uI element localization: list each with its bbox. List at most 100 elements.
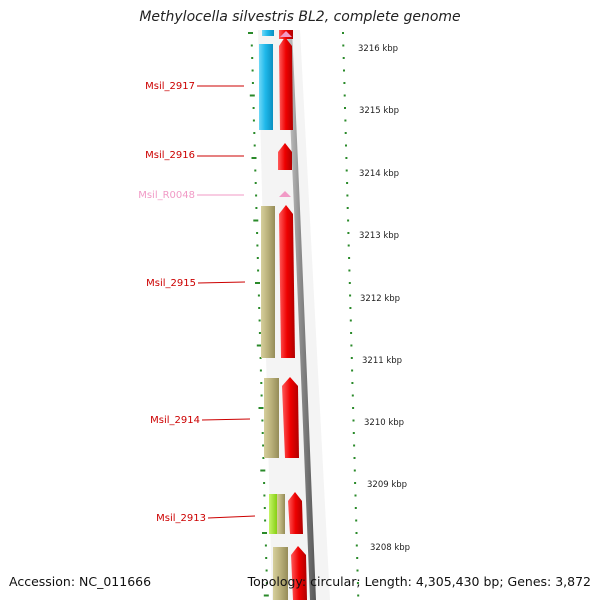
genome-title: Methylocella silvestris BL2, complete ge… [139, 9, 461, 25]
rna-arrow-top [280, 31, 292, 37]
left-tick [260, 382, 263, 384]
right-tick [355, 532, 358, 534]
gene-msil-2916[interactable] [278, 143, 292, 170]
left-tick [257, 294, 260, 297]
left-tick-column [248, 32, 269, 597]
right-tick [355, 544, 358, 547]
left-tick [258, 319, 261, 322]
scale-label: 3213 kbp [359, 231, 399, 241]
gene-label[interactable]: Msil_2917 [145, 81, 195, 92]
right-tick [350, 332, 353, 334]
gene-arrow [288, 492, 303, 534]
left-tick [262, 444, 265, 447]
gene-label[interactable]: Msil_2913 [156, 513, 206, 524]
right-tick [353, 444, 356, 447]
right-tick [352, 419, 355, 422]
right-tick [348, 282, 351, 284]
right-tick [343, 69, 345, 72]
gene-arrow [279, 37, 293, 130]
left-tick [265, 582, 268, 584]
left-tick [258, 307, 261, 309]
right-tick [349, 294, 352, 297]
left-tick [251, 157, 257, 159]
gene-label[interactable]: Msil_2916 [145, 150, 195, 161]
gene-label[interactable]: Msil_R0048 [138, 190, 195, 201]
right-tick [356, 569, 359, 572]
gene-arrow [278, 143, 292, 170]
right-tick [353, 469, 356, 472]
gene-arrow [282, 377, 299, 458]
left-tick [249, 94, 255, 97]
left-tick [263, 507, 266, 509]
right-tick [351, 382, 354, 384]
left-tick [253, 144, 256, 147]
leader-msil-2915 [197, 281, 246, 284]
right-tick [349, 319, 352, 322]
leader-msil-2913 [207, 515, 256, 519]
left-tick [256, 244, 259, 247]
gene-arrow [291, 546, 307, 600]
cds-block-b [277, 494, 285, 534]
left-tick [258, 407, 264, 409]
right-tick [348, 269, 351, 272]
rna-arrow [279, 191, 291, 197]
left-tick [253, 219, 259, 222]
gene-partial-bottom[interactable] [273, 546, 307, 600]
gene-label[interactable]: Msil_2914 [150, 415, 200, 426]
gene-arrow [279, 205, 295, 358]
cds-block-a [269, 494, 277, 534]
left-tick [248, 32, 253, 34]
right-tick [354, 494, 357, 497]
left-tick [256, 232, 259, 234]
right-tick [348, 257, 351, 259]
right-tick [342, 32, 344, 34]
right-tick [344, 119, 347, 122]
right-tick [354, 507, 357, 509]
right-tick [343, 82, 346, 84]
left-tick [263, 594, 269, 597]
gene-msil-2914[interactable] [264, 377, 299, 458]
left-tick [254, 182, 257, 184]
left-tick [264, 544, 267, 547]
gene-label[interactable]: Msil_2915 [146, 278, 196, 289]
scale-label: 3212 kbp [360, 294, 400, 304]
left-tick [261, 419, 264, 422]
left-tick [262, 457, 265, 459]
scale-label: 3210 kbp [364, 418, 404, 428]
gene-msil-2913[interactable] [269, 492, 303, 534]
left-tick [265, 557, 268, 559]
right-tick [356, 582, 359, 584]
gene-msil-2915[interactable] [261, 205, 295, 358]
left-tick [252, 107, 255, 109]
right-tick [345, 157, 348, 159]
left-tick [250, 44, 253, 47]
right-tick [351, 394, 354, 397]
gene-msil-2917[interactable] [259, 30, 293, 130]
right-tick [349, 307, 352, 309]
left-tick [253, 132, 256, 134]
right-tick [350, 357, 353, 359]
right-tick [342, 44, 345, 47]
left-tick [256, 257, 259, 259]
left-tick [255, 207, 258, 209]
left-tick [258, 332, 261, 334]
left-tick [262, 532, 267, 534]
cds-block [264, 378, 279, 458]
cds-block [259, 44, 273, 130]
left-tick [251, 82, 254, 84]
right-tick [344, 132, 347, 134]
right-tick [344, 107, 346, 109]
left-tick [251, 69, 254, 72]
scale-label: 3216 kbp [358, 44, 398, 54]
left-tick [252, 119, 255, 122]
left-tick [264, 519, 267, 522]
right-tick [352, 407, 355, 409]
right-tick [346, 194, 349, 197]
gene-msil-r0048[interactable] [279, 191, 291, 197]
cds-block [261, 206, 275, 358]
genome-backbone [286, 30, 316, 600]
right-tick [356, 557, 359, 559]
leader-msil-2914 [201, 418, 251, 421]
